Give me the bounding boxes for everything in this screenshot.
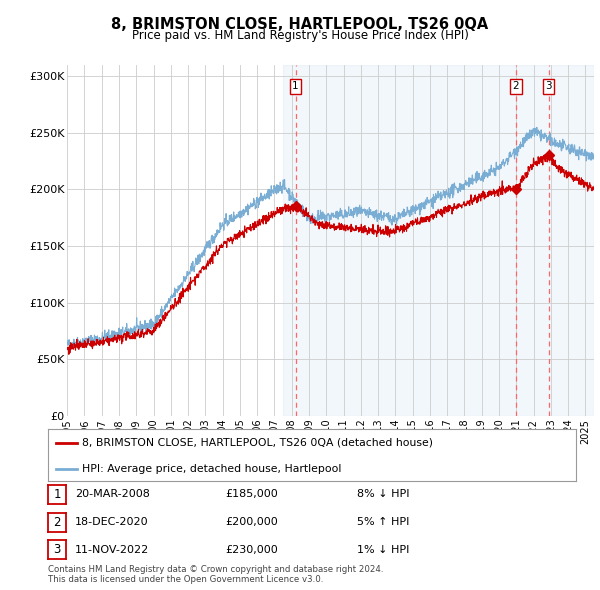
Text: 8% ↓ HPI: 8% ↓ HPI xyxy=(357,490,409,499)
Text: £230,000: £230,000 xyxy=(225,545,278,555)
Text: 18-DEC-2020: 18-DEC-2020 xyxy=(75,517,149,527)
Text: £200,000: £200,000 xyxy=(225,517,278,527)
Bar xyxy=(283,65,594,416)
Text: 8, BRIMSTON CLOSE, HARTLEPOOL, TS26 0QA: 8, BRIMSTON CLOSE, HARTLEPOOL, TS26 0QA xyxy=(112,17,488,31)
Text: 5% ↑ HPI: 5% ↑ HPI xyxy=(357,517,409,527)
Text: 1% ↓ HPI: 1% ↓ HPI xyxy=(357,545,409,555)
Text: Contains HM Land Registry data © Crown copyright and database right 2024.
This d: Contains HM Land Registry data © Crown c… xyxy=(48,565,383,584)
Text: 20-MAR-2008: 20-MAR-2008 xyxy=(75,490,150,499)
Text: HPI: Average price, detached house, Hartlepool: HPI: Average price, detached house, Hart… xyxy=(82,464,341,474)
Text: 1: 1 xyxy=(53,488,61,501)
Text: 2: 2 xyxy=(512,81,519,91)
Text: 8, BRIMSTON CLOSE, HARTLEPOOL, TS26 0QA (detached house): 8, BRIMSTON CLOSE, HARTLEPOOL, TS26 0QA … xyxy=(82,438,433,448)
Text: 3: 3 xyxy=(545,81,552,91)
Text: 1: 1 xyxy=(292,81,299,91)
Text: 11-NOV-2022: 11-NOV-2022 xyxy=(75,545,149,555)
Text: 3: 3 xyxy=(53,543,61,556)
Text: Price paid vs. HM Land Registry's House Price Index (HPI): Price paid vs. HM Land Registry's House … xyxy=(131,30,469,42)
Text: £185,000: £185,000 xyxy=(225,490,278,499)
Text: 2: 2 xyxy=(53,516,61,529)
